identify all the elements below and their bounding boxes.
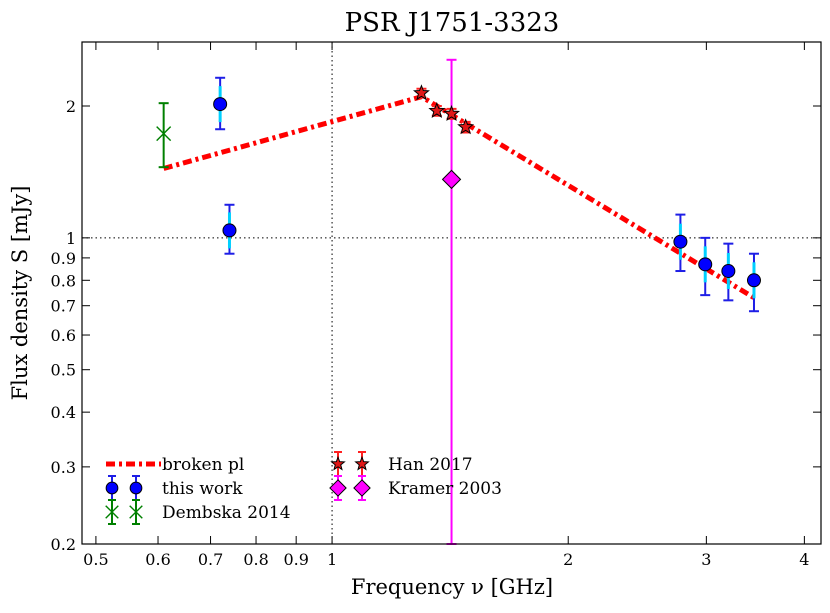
y-tick-label-9: 2 [66,97,76,116]
marker-this-work-3 [698,257,713,272]
x-tick-label-6: 2 [563,550,573,569]
series-dembska-2014 [156,102,172,169]
marker-this-work-1 [222,223,237,238]
x-tick-label-7: 3 [701,550,711,569]
plot-area-frame [81,41,822,545]
legend-marker-this-work-1 [129,481,143,495]
marker-han-2017-0 [412,84,430,101]
axis-ticks: 0.5 0.6 0.7 0.8 0.9 1 2 3 40.20.30.40.50.60.70.8… [51,42,821,569]
legend-marker-this-work-0 [105,481,119,495]
legend-entry-broken-pl: broken pl [106,455,244,475]
marker-kramer-2003-0 [441,169,462,190]
x-tick-label-1: 0.6 [145,550,170,569]
marker-this-work-0 [213,97,228,112]
x-tick-label-3: 0.8 [243,550,268,569]
legend-entry-han-2017: Han 2017 [330,451,473,477]
marker-this-work-2 [673,234,688,249]
legend-label-kramer-2003: Kramer 2003 [388,479,502,499]
marker-han-2017-2 [443,104,460,121]
legend-marker-kramer-2003-0 [329,479,347,497]
series-this-work [213,76,761,313]
y-tick-label-1: 0.3 [51,458,76,477]
x-axis-label: Frequency ν [GHz] [351,575,553,599]
y-tick-label-0: 0.2 [51,535,76,554]
marker-this-work-4 [721,264,736,279]
y-tick-label-3: 0.5 [51,361,76,380]
x-tick-label-4: 0.9 [283,550,308,569]
y-axis-label-text: Flux density S [mJy] [8,186,32,401]
x-tick-label-8: 4 [799,550,809,569]
legend: broken pl this work Dembska 2014 Han 2017 Kr… [105,451,502,525]
y-tick-label-6: 0.8 [51,271,76,290]
x-tick-label-2: 0.7 [198,550,223,569]
y-tick-label-8: 1 [66,229,76,248]
y-tick-label-4: 0.6 [51,326,76,345]
marker-this-work-5 [746,273,761,288]
legend-label-han-2017: Han 2017 [388,455,473,475]
marker-han-2017-1 [428,101,446,119]
marker-dembska-2014-0-stroke-b [156,126,172,142]
y-tick-label-7: 0.9 [51,249,76,268]
legend-entry-dembska-2014: Dembska 2014 [105,499,291,525]
y-axis-label: Flux density S [mJy] [8,186,32,401]
legend-marker-dembska-2014-1-stroke-b [129,505,143,519]
legend-label-this-work: this work [162,479,243,499]
series-layer [156,58,761,545]
legend-marker-dembska-2014-0-stroke-b [105,505,119,519]
legend-label-dembska-2014: Dembska 2014 [162,503,291,523]
x-tick-label-5: 1 [327,550,337,569]
legend-marker-han-2017-0 [330,455,346,471]
marker-han-2017-3 [457,118,475,135]
series-kramer-2003 [441,58,462,545]
x-tick-label-0: 0.5 [83,550,108,569]
series-han-2017 [412,84,475,135]
legend-marker-han-2017-1 [354,455,370,471]
x-axis-label-text: Frequency ν [GHz] [351,575,553,599]
y-tick-label-2: 0.4 [51,403,76,422]
y-tick-label-5: 0.7 [51,297,76,316]
chart-title: PSR J1751-3323 [345,8,560,38]
legend-label-broken-pl: broken pl [162,455,244,475]
legend-entry-kramer-2003: Kramer 2003 [329,475,502,501]
legend-marker-kramer-2003-1 [353,479,371,497]
